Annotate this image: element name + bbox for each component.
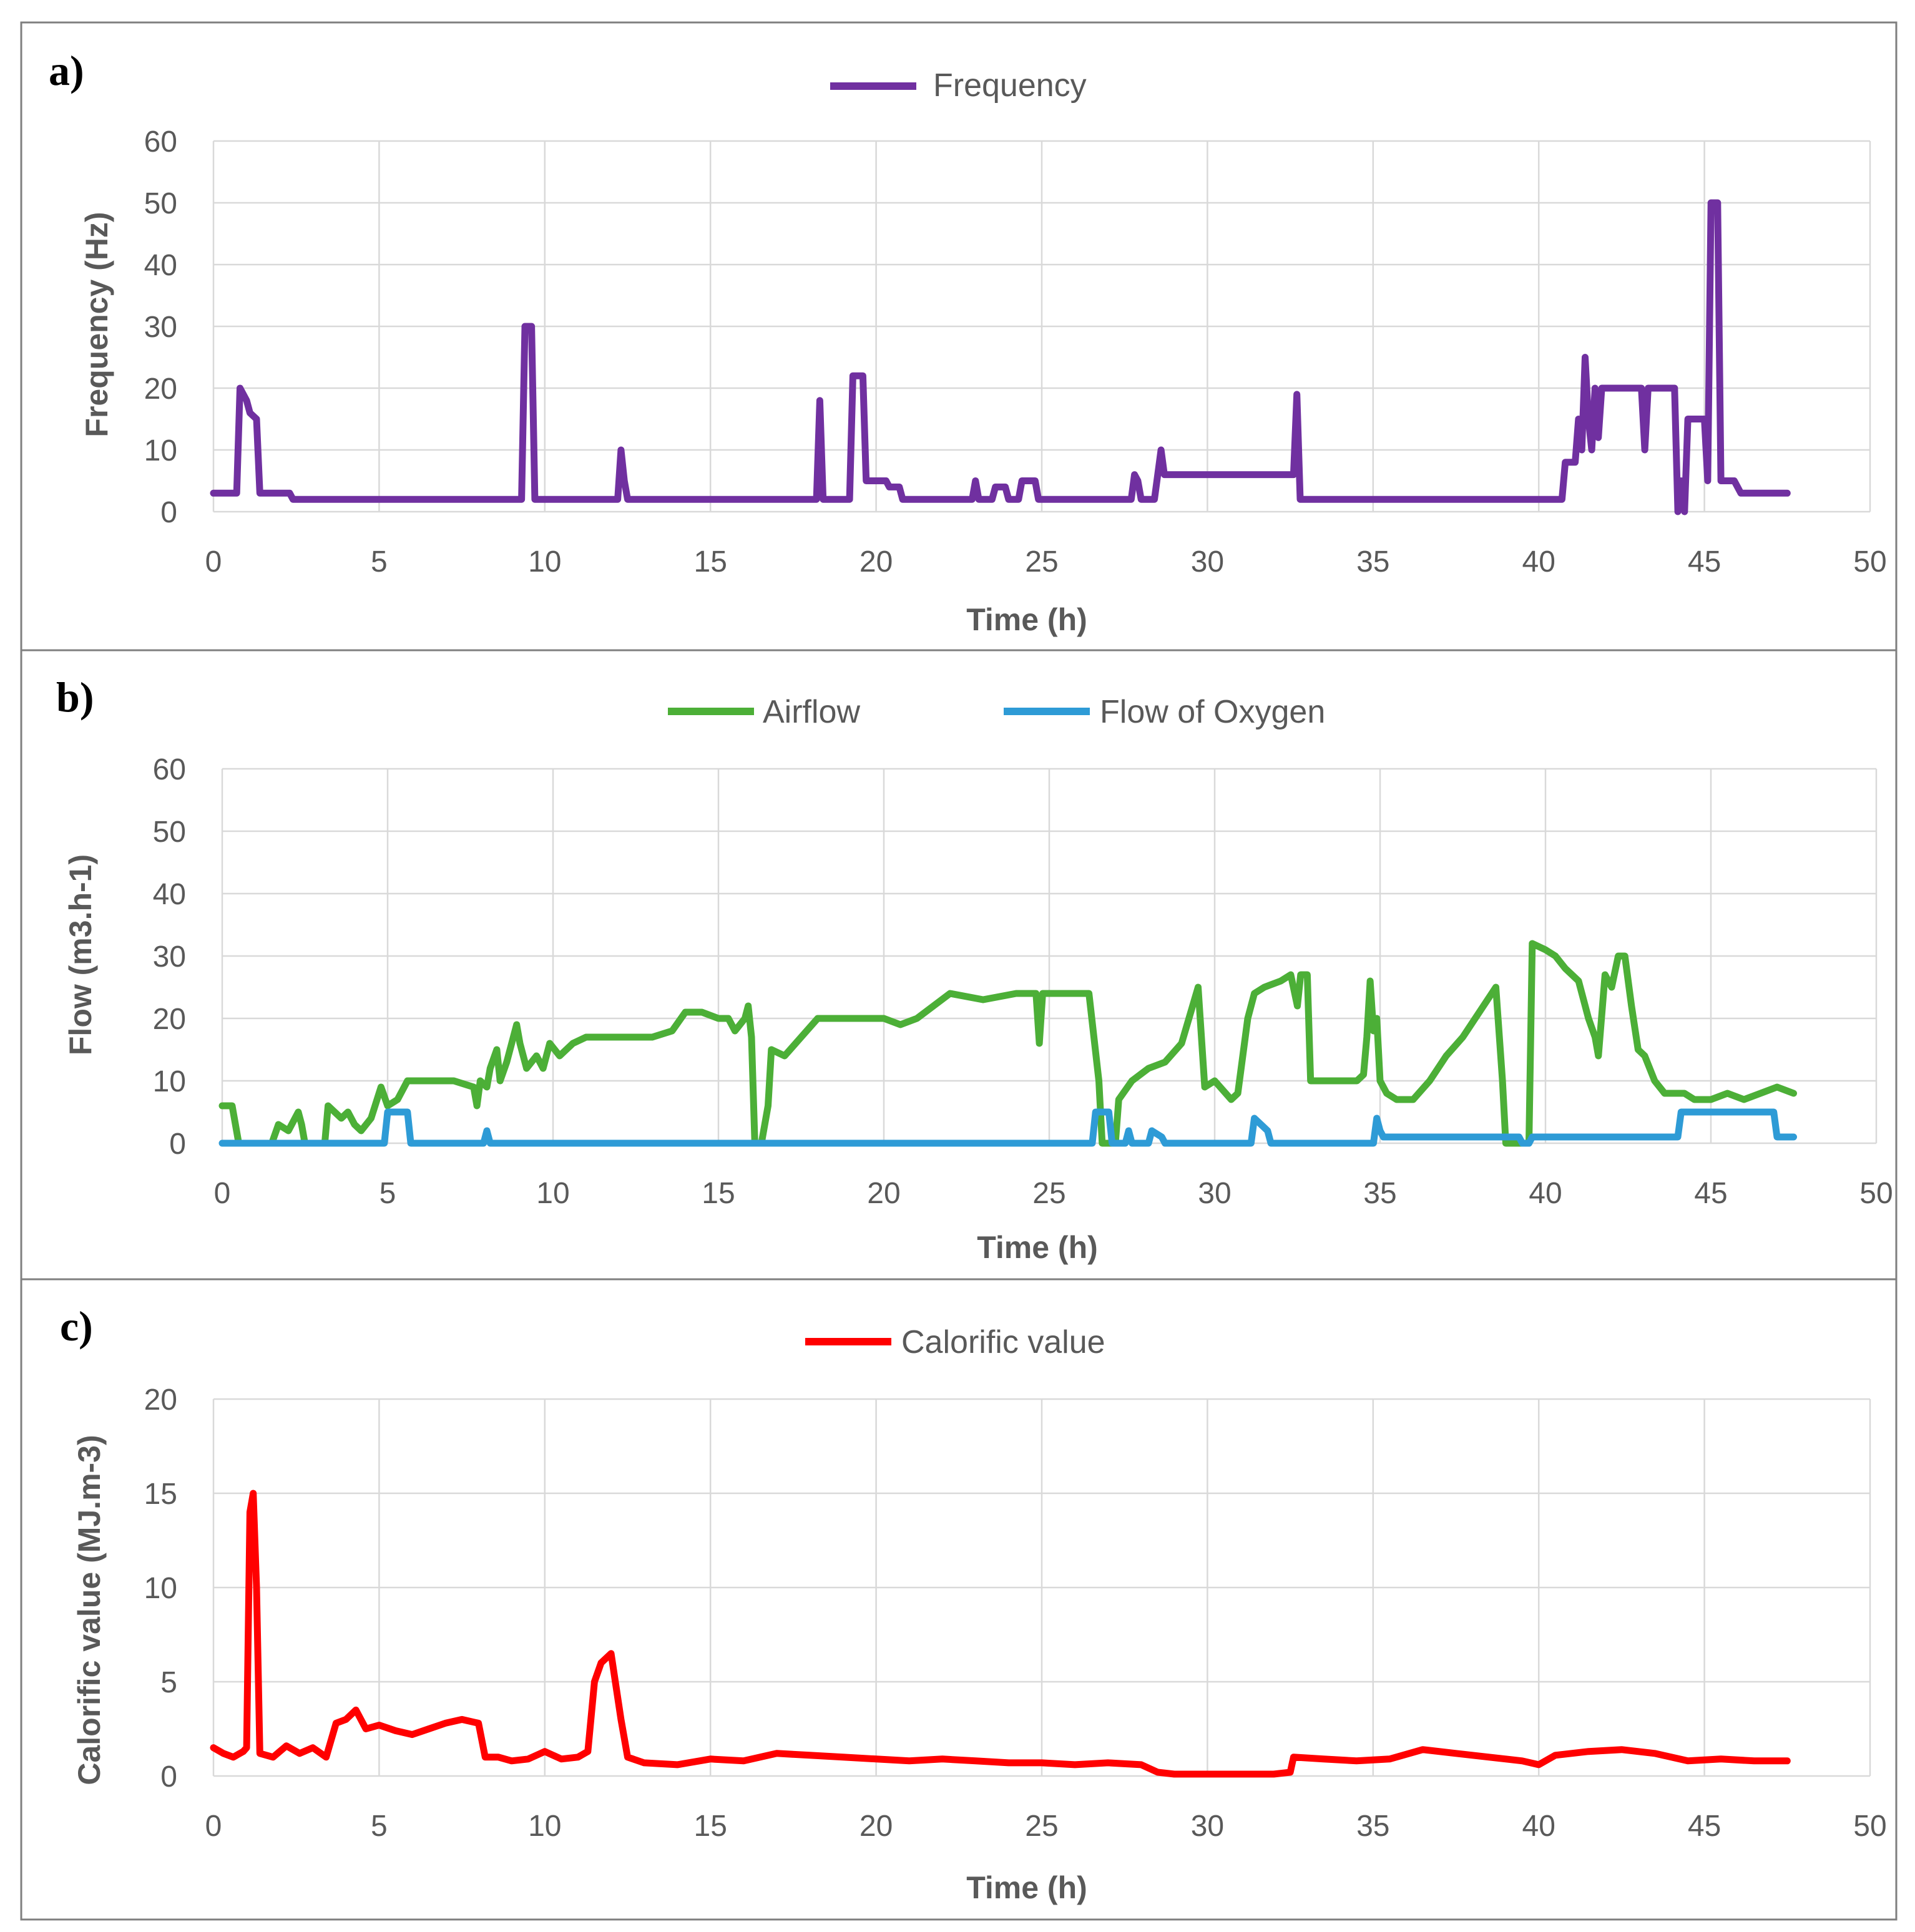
- series-line-flow-of-oxygen: [218, 1108, 1797, 1147]
- panel-a-x-tick-label: 50: [1853, 545, 1886, 578]
- panel-c-x-tick-label: 30: [1191, 1810, 1224, 1843]
- legend-airflow-label: Airflow: [763, 694, 860, 730]
- panel-c-y-tick-label: 0: [160, 1760, 177, 1793]
- panel-a-y-tick-label: 50: [144, 187, 177, 220]
- panel-b-x-tick-label: 0: [214, 1177, 231, 1210]
- panel-b-x-tick-label: 40: [1529, 1177, 1562, 1210]
- panel-b-x-tick-label: 35: [1363, 1177, 1396, 1210]
- panel-b-x-tick-label: 30: [1198, 1177, 1231, 1210]
- panel-a-y-tick-label: 0: [160, 496, 177, 529]
- panel-a-frame: [20, 21, 1898, 651]
- panel-b-x-tick-label: 10: [536, 1177, 569, 1210]
- series-line-frequency: [210, 199, 1791, 515]
- panel-b-y-tick-label: 30: [153, 940, 186, 973]
- panel-b-x-tick-label: 50: [1859, 1177, 1893, 1210]
- panel-b-y-tick-label: 50: [153, 816, 186, 849]
- panel-c-x-tick-label: 50: [1853, 1810, 1886, 1843]
- panel-a-y-tick-label: 30: [144, 311, 177, 344]
- panel-c-x-tick-label: 45: [1688, 1810, 1721, 1843]
- panel-b-x-tick-label: 20: [867, 1177, 900, 1210]
- panel-c-y-tick-label: 20: [144, 1383, 177, 1417]
- legend-oxygen-label: Flow of Oxygen: [1100, 694, 1325, 730]
- panel-a-label: a): [49, 47, 84, 94]
- panel-c-label: c): [60, 1302, 93, 1350]
- panel-c-x-tick-label: 25: [1025, 1810, 1058, 1843]
- panel-b-x-tick-label: 15: [702, 1177, 735, 1210]
- panel-c-x-tick-label: 5: [371, 1810, 388, 1843]
- panel-c-x-tick-label: 10: [528, 1810, 561, 1843]
- panel-c-x-tick-label: 0: [205, 1810, 222, 1843]
- panel-a-y-tick-label: 10: [144, 434, 177, 467]
- panel-c-y-tick-label: 5: [160, 1666, 177, 1699]
- panel-a-x-tick-label: 45: [1688, 545, 1721, 578]
- panel-c-x-tick-label: 40: [1522, 1810, 1555, 1843]
- panel-b-x-tick-label: 45: [1694, 1177, 1727, 1210]
- legend-frequency-label: Frequency: [933, 67, 1087, 104]
- panel-c: c) Calorific value 0 5 10 15 20 25 30 35 40 45 500…: [20, 1278, 1898, 1921]
- panel-b-y-tick-label: 10: [153, 1065, 186, 1098]
- panel-a-y-tick-label: 60: [144, 125, 177, 159]
- panel-a-y-tick-label: 40: [144, 249, 177, 282]
- panel-a-y-axis-title: Frequency (Hz): [79, 212, 114, 437]
- panel-a-x-tick-label: 35: [1356, 545, 1389, 578]
- series-line-calorific-value: [210, 1490, 1791, 1778]
- panel-a-x-tick-label: 20: [860, 545, 893, 578]
- panel-c-y-axis-title: Calorific value (MJ.m-3): [72, 1435, 107, 1785]
- panel-c-x-tick-label: 35: [1356, 1810, 1389, 1843]
- panel-c-x-tick-label: 15: [694, 1810, 727, 1843]
- panel-a-x-tick-label: 10: [528, 545, 561, 578]
- panel-a-x-tick-label: 15: [694, 545, 727, 578]
- panel-c-x-tick-label: 20: [860, 1810, 893, 1843]
- panel-b-frame: [20, 649, 1898, 1281]
- panel-b-y-tick-label: 20: [153, 1003, 186, 1036]
- panel-b: b) Airflow Flow of Oxygen 0 5 10 15 20 25 30 35…: [20, 649, 1898, 1281]
- panel-c-x-axis-title: Time (h): [966, 1870, 1087, 1905]
- panel-b-y-tick-label: 60: [153, 753, 186, 786]
- panel-a: a) Frequency 0 5 10 15 20 25 30 35 40 45 50 0 10 20 30…: [20, 21, 1898, 651]
- panel-b-label: b): [56, 673, 94, 721]
- panel-c-y-tick-label: 10: [144, 1572, 177, 1605]
- panel-a-x-tick-label: 0: [205, 545, 222, 578]
- panel-a-x-axis-title: Time (h): [966, 602, 1087, 637]
- panel-c-y-tick-label: 15: [144, 1478, 177, 1511]
- panel-b-y-axis-title: Flow (m3.h-1): [63, 854, 98, 1055]
- panel-c-plot-area: 0 5 10 15 20 25 30 35 40 45 50 0 5 10 15 20: [144, 1383, 1887, 1843]
- panel-b-plot-area: 0 5 10 15 20 25 30 35 40 45 50 0 10 20 30 40 50 60: [153, 753, 1893, 1210]
- panel-b-y-tick-label: 0: [169, 1128, 186, 1161]
- panel-a-y-tick-label: 20: [144, 373, 177, 406]
- panel-b-x-tick-label: 25: [1032, 1177, 1065, 1210]
- panel-a-x-tick-label: 40: [1522, 545, 1555, 578]
- panel-a-x-tick-label: 5: [371, 545, 388, 578]
- panel-b-x-axis-title: Time (h): [977, 1230, 1098, 1265]
- panel-a-plot-area: 0 5 10 15 20 25 30 35 40 45 50 0 10 20 30 40 50 60: [144, 125, 1887, 578]
- panel-a-x-tick-label: 25: [1025, 545, 1058, 578]
- panel-c-frame: [20, 1278, 1898, 1921]
- panel-b-x-tick-label: 5: [380, 1177, 396, 1210]
- series-line-airflow: [218, 940, 1797, 1147]
- legend-calorific-label: Calorific value: [901, 1324, 1105, 1360]
- panel-b-y-tick-label: 40: [153, 878, 186, 911]
- panel-a-x-tick-label: 30: [1191, 545, 1224, 578]
